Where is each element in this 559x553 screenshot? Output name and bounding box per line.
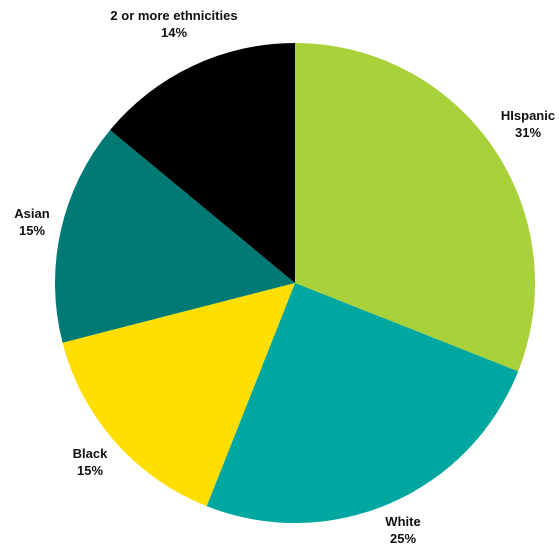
slice-value-label: 15% xyxy=(77,463,103,478)
slice-value-label: 31% xyxy=(515,125,541,140)
slice-label: Asian xyxy=(14,206,49,221)
pie-slice-hispanic xyxy=(295,43,536,372)
slice-value-label: 15% xyxy=(19,223,45,238)
slice-label: 2 or more ethnicities xyxy=(110,8,237,23)
slice-label: HIspanic xyxy=(501,108,555,123)
slice-value-label: 25% xyxy=(390,531,416,546)
slice-value-label: 14% xyxy=(161,25,187,40)
pie-slice-asian xyxy=(55,130,295,343)
pie-slice-2-or-more-ethnicities xyxy=(110,43,295,283)
pie-slice-black xyxy=(62,283,295,507)
pie-slices xyxy=(55,43,536,524)
pie-slice-white xyxy=(206,283,519,524)
slice-label: White xyxy=(385,514,420,529)
slice-label: Black xyxy=(73,446,108,461)
pie-labels: HIspanic 31% White 25% Black 15% Asian 15% 2 or … xyxy=(14,8,555,546)
